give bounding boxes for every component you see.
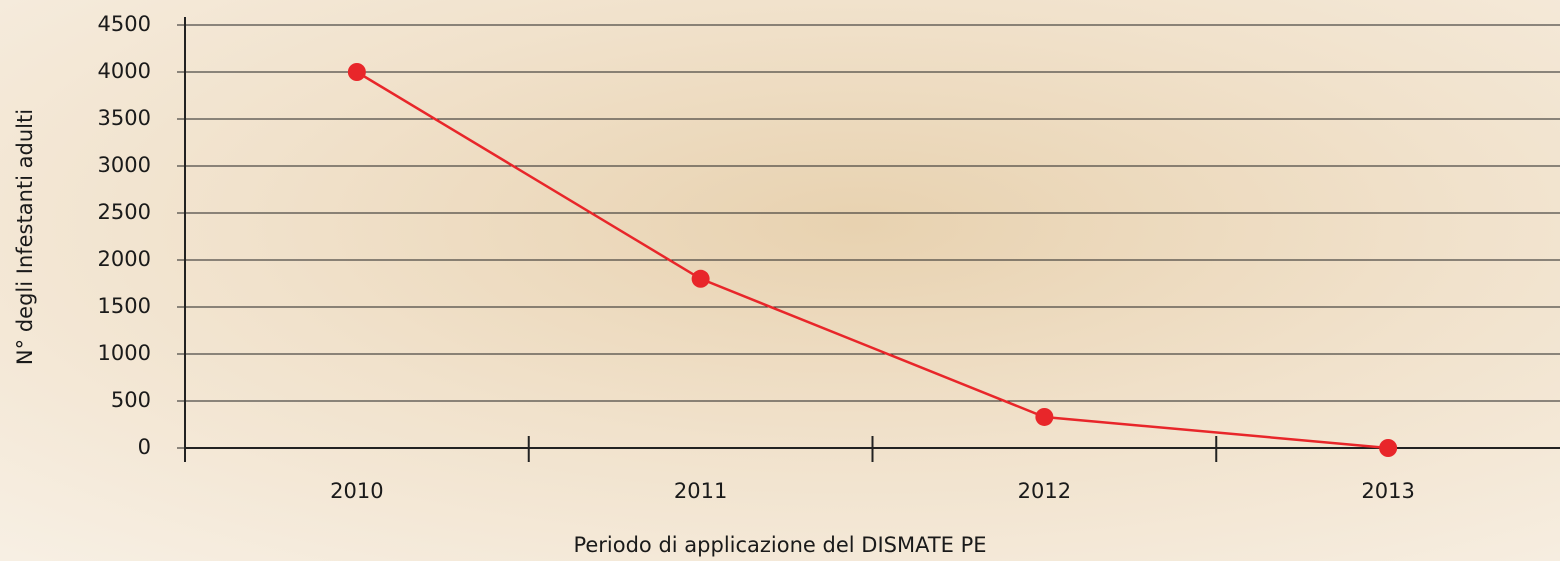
background	[0, 0, 1560, 561]
y-tick-label: 3000	[98, 153, 151, 177]
y-tick-label: 2000	[98, 247, 151, 271]
y-tick-label: 500	[111, 388, 151, 412]
y-tick-label: 1500	[98, 294, 151, 318]
x-tick-label: 2012	[1018, 479, 1071, 503]
data-point	[348, 63, 366, 81]
chart: Periodo di applicazione del DISMATE PE N…	[0, 0, 1560, 561]
x-axis-title: Periodo di applicazione del DISMATE PE	[573, 533, 986, 557]
y-tick-label: 2500	[98, 200, 151, 224]
x-tick-label: 2010	[330, 479, 383, 503]
data-point	[692, 270, 710, 288]
x-tick-label: 2011	[674, 479, 727, 503]
y-tick-label: 1000	[98, 341, 151, 365]
y-tick-label: 3500	[98, 106, 151, 130]
y-tick-label: 4500	[98, 12, 151, 36]
y-axis-title: N° degli Infestanti adulti	[13, 109, 37, 365]
data-point	[1379, 439, 1397, 457]
data-point	[1035, 408, 1053, 426]
y-tick-label: 0	[138, 435, 151, 459]
y-tick-label: 4000	[98, 59, 151, 83]
x-tick-label: 2013	[1361, 479, 1414, 503]
